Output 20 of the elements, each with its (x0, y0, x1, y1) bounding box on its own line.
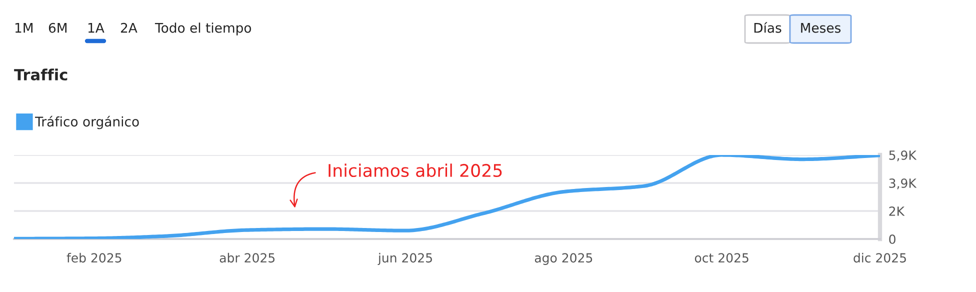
x-tick-label: feb 2025 (66, 252, 122, 263)
chart-title: Traffic (14, 68, 68, 80)
annotation: Iniciamos abril 2025 (328, 164, 502, 178)
text: Meses (801, 23, 841, 33)
text: 2A (120, 22, 138, 33)
x-tick-label: dic 2025 (854, 252, 906, 263)
x-tick-label: abr 2025 (220, 252, 275, 263)
text: Días (754, 22, 782, 33)
text: Todo el tiempo (154, 22, 252, 36)
x-tick-label: oct 2025 (694, 253, 748, 263)
legend-label: Tráfico orgánico (34, 116, 139, 130)
text: 1A (88, 23, 104, 33)
y-tick-label: 0 (889, 234, 896, 244)
text: 1M (15, 23, 32, 33)
y-tick-label: 2K (889, 206, 905, 216)
text: 6M (48, 22, 66, 33)
x-tick-label: jun 2025 (378, 252, 432, 265)
x-tick-label: ago 2025 (534, 253, 592, 265)
y-tick-label: 5,9K (889, 150, 917, 162)
y-tick-label: 3,9K (889, 178, 917, 190)
